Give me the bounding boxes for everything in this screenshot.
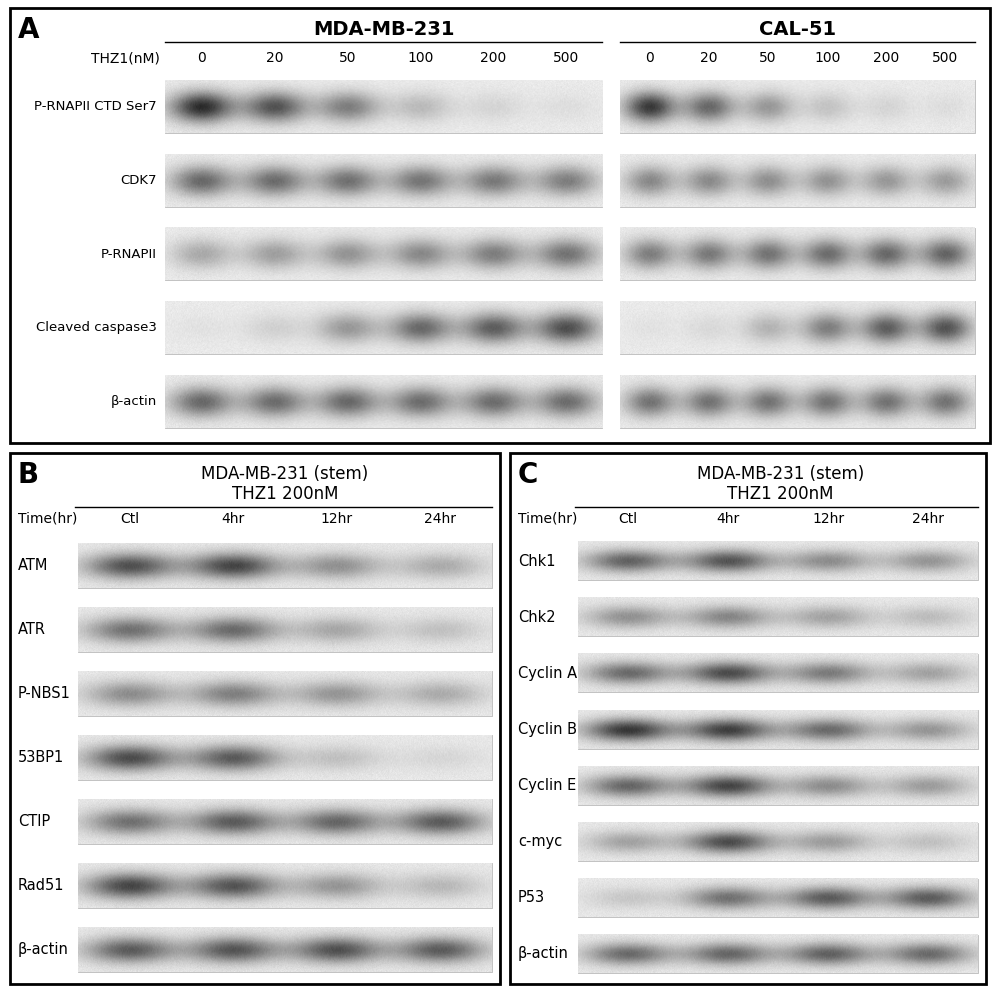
Bar xyxy=(578,711,978,748)
Text: 500: 500 xyxy=(553,51,579,65)
Bar xyxy=(78,671,492,716)
Bar xyxy=(78,543,492,587)
Text: 4hr: 4hr xyxy=(716,512,740,526)
Text: Cyclin B: Cyclin B xyxy=(518,722,577,737)
Bar xyxy=(620,375,975,427)
Text: MDA-MB-231 (stem): MDA-MB-231 (stem) xyxy=(201,465,369,483)
Text: CTIP: CTIP xyxy=(18,814,50,829)
Text: Ctl: Ctl xyxy=(120,512,139,526)
Text: 200: 200 xyxy=(480,51,506,65)
Text: Cyclin A: Cyclin A xyxy=(518,666,577,681)
Text: 20: 20 xyxy=(700,51,718,65)
Text: P-RNAPII CTD Ser7: P-RNAPII CTD Ser7 xyxy=(34,100,157,113)
Text: 0: 0 xyxy=(197,51,206,65)
Bar xyxy=(578,934,978,973)
Bar xyxy=(620,154,975,207)
Bar xyxy=(165,154,602,207)
Bar xyxy=(620,228,975,280)
Bar xyxy=(620,301,975,354)
Text: c-myc: c-myc xyxy=(518,834,562,849)
Text: P-NBS1: P-NBS1 xyxy=(18,686,71,701)
Text: 50: 50 xyxy=(759,51,777,65)
Text: 4hr: 4hr xyxy=(222,512,245,526)
Text: 53BP1: 53BP1 xyxy=(18,750,64,765)
Bar xyxy=(578,766,978,805)
Text: 20: 20 xyxy=(266,51,283,65)
Text: Cleaved caspase3: Cleaved caspase3 xyxy=(36,321,157,334)
Bar xyxy=(78,735,492,780)
Bar xyxy=(578,823,978,861)
Text: THZ1 200nM: THZ1 200nM xyxy=(232,485,338,503)
Text: C: C xyxy=(518,461,538,489)
Text: Ctl: Ctl xyxy=(618,512,638,526)
Text: 100: 100 xyxy=(407,51,433,65)
Text: Cyclin E: Cyclin E xyxy=(518,778,576,793)
Text: 50: 50 xyxy=(338,51,356,65)
Text: 24hr: 24hr xyxy=(912,512,944,526)
Text: Time(hr): Time(hr) xyxy=(18,512,77,526)
Bar xyxy=(165,81,602,133)
Text: P-RNAPII: P-RNAPII xyxy=(101,248,157,260)
Bar xyxy=(620,81,975,133)
Bar xyxy=(578,598,978,636)
Text: 0: 0 xyxy=(646,51,654,65)
Text: Chk1: Chk1 xyxy=(518,554,556,569)
Bar xyxy=(10,453,500,984)
Text: P53: P53 xyxy=(518,891,545,906)
Text: MDA-MB-231 (stem): MDA-MB-231 (stem) xyxy=(697,465,864,483)
Text: THZ1 200nM: THZ1 200nM xyxy=(727,485,834,503)
Text: Time(hr): Time(hr) xyxy=(518,512,577,526)
Text: β-actin: β-actin xyxy=(18,942,69,957)
Bar xyxy=(578,654,978,693)
Text: 12hr: 12hr xyxy=(812,512,844,526)
Bar xyxy=(578,542,978,580)
Text: 100: 100 xyxy=(814,51,840,65)
Bar xyxy=(10,8,990,443)
Text: ATM: ATM xyxy=(18,558,48,573)
Text: 24hr: 24hr xyxy=(424,512,456,526)
Text: β-actin: β-actin xyxy=(518,946,569,961)
Text: B: B xyxy=(18,461,39,489)
Bar xyxy=(78,864,492,909)
Text: Chk2: Chk2 xyxy=(518,609,556,624)
Text: 500: 500 xyxy=(932,51,959,65)
Text: A: A xyxy=(18,16,40,44)
Bar xyxy=(78,927,492,972)
Text: Rad51: Rad51 xyxy=(18,879,64,894)
Bar xyxy=(78,606,492,652)
Bar xyxy=(578,879,978,916)
Bar xyxy=(78,799,492,844)
Bar xyxy=(165,375,602,427)
Text: 200: 200 xyxy=(873,51,899,65)
Text: β-actin: β-actin xyxy=(111,395,157,408)
Text: 12hr: 12hr xyxy=(321,512,353,526)
Text: CAL-51: CAL-51 xyxy=(759,20,836,39)
Text: THZ1(nM): THZ1(nM) xyxy=(91,51,160,65)
Text: MDA-MB-231: MDA-MB-231 xyxy=(313,20,454,39)
Bar xyxy=(510,453,986,984)
Text: CDK7: CDK7 xyxy=(120,174,157,187)
Bar xyxy=(165,228,602,280)
Bar xyxy=(165,301,602,354)
Text: ATR: ATR xyxy=(18,621,46,637)
